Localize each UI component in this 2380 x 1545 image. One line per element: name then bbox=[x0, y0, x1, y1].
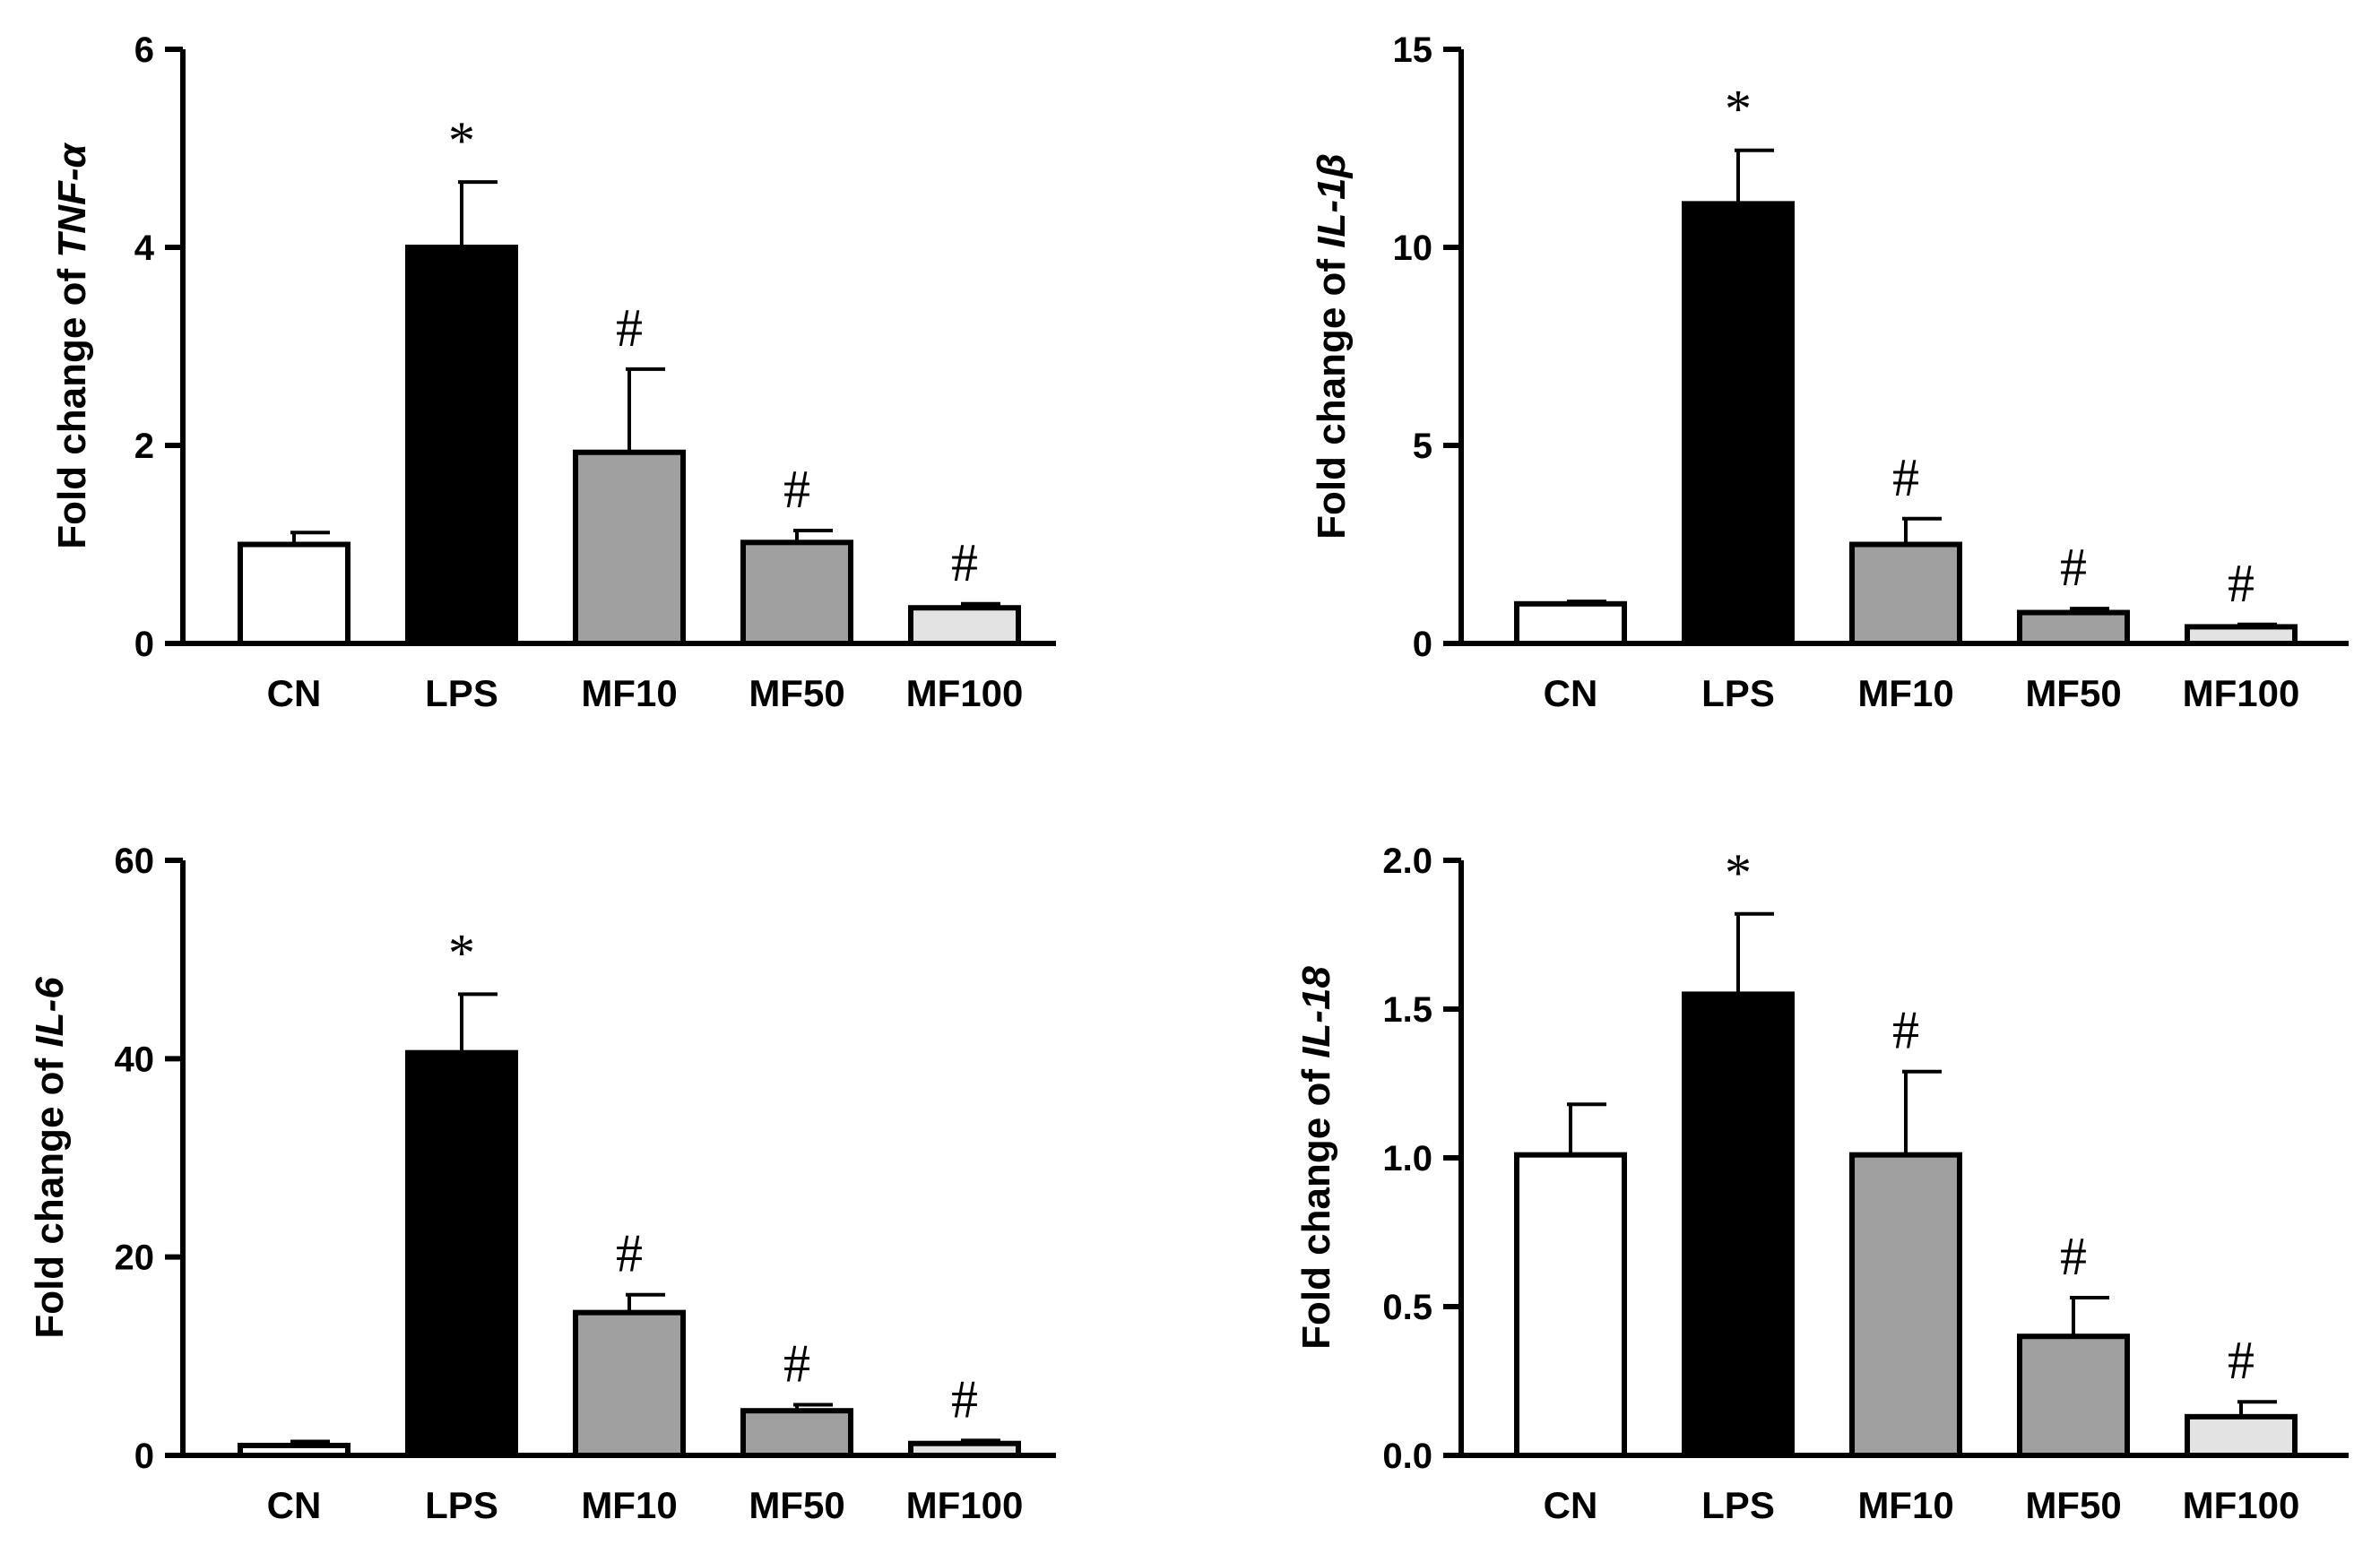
y-tick-label: 0.0 bbox=[1382, 1437, 1432, 1476]
significance-marker: # bbox=[2060, 538, 2087, 597]
bar-mf10 bbox=[1849, 541, 1962, 646]
y-tick-label: 6 bbox=[134, 30, 154, 70]
panel-tnf-alpha: 0 2 4 6 Fold change of TNF-α CN * LPS # MF10 # MF50… bbox=[50, 30, 1056, 714]
x-tick-label: MF10 bbox=[581, 1484, 677, 1526]
bar-mf100 bbox=[2185, 1413, 2298, 1458]
x-tick-label: CN bbox=[267, 672, 322, 714]
y-axis-title: Fold change of IL-1β bbox=[1310, 153, 1354, 539]
y-axis-title: Fold change of TNF-α bbox=[50, 142, 94, 548]
significance-marker: * bbox=[448, 111, 475, 170]
bar-cn bbox=[1514, 1152, 1627, 1459]
panel-il-6: 0 20 40 60 Fold change of IL-6 CN * LPS # MF10 # MF… bbox=[28, 842, 1056, 1526]
y-tick-label: 2.0 bbox=[1382, 842, 1432, 881]
x-tick-label: CN bbox=[267, 1484, 322, 1526]
significance-marker: # bbox=[951, 533, 978, 592]
y-tick-label: 5 bbox=[1413, 427, 1432, 466]
bar-mf50 bbox=[740, 539, 853, 646]
x-tick-label: MF100 bbox=[2183, 1484, 2300, 1526]
bar-cn bbox=[238, 541, 351, 646]
significance-marker: * bbox=[1725, 80, 1752, 139]
y-tick-label: 1.0 bbox=[1382, 1139, 1432, 1178]
significance-marker: # bbox=[783, 1334, 810, 1394]
x-tick-label: MF100 bbox=[906, 672, 1024, 714]
x-tick-label: MF10 bbox=[1857, 1484, 1953, 1526]
x-tick-label: MF10 bbox=[1857, 672, 1953, 714]
y-tick-label: 15 bbox=[1393, 30, 1433, 70]
bar-lps bbox=[405, 245, 518, 646]
x-tick-label: LPS bbox=[1701, 672, 1775, 714]
bar-mf100 bbox=[908, 1440, 1021, 1458]
bar-mf10 bbox=[1849, 1152, 1962, 1459]
bar-mf10 bbox=[573, 449, 686, 646]
y-tick-label: 4 bbox=[134, 229, 155, 268]
x-tick-label: MF50 bbox=[749, 1484, 844, 1526]
bar-mf50 bbox=[740, 1408, 853, 1458]
y-tick-label: 20 bbox=[115, 1239, 155, 1278]
significance-marker: # bbox=[616, 298, 643, 358]
x-tick-label: MF50 bbox=[749, 672, 844, 714]
bar-mf100 bbox=[2185, 624, 2298, 646]
significance-marker: # bbox=[2228, 554, 2255, 613]
significance-marker: # bbox=[951, 1369, 978, 1428]
bar-mf50 bbox=[2017, 609, 2130, 646]
y-tick-label: 2 bbox=[134, 427, 154, 466]
bar-cn bbox=[1514, 600, 1627, 646]
x-tick-label: MF50 bbox=[2025, 672, 2121, 714]
significance-marker: # bbox=[2228, 1331, 2255, 1390]
panel-il-1beta: 0 5 10 15 Fold change of IL-1β CN * LPS # MF10 # MF… bbox=[1310, 30, 2349, 714]
bar-mf50 bbox=[2017, 1334, 2130, 1458]
y-tick-label: 60 bbox=[115, 842, 155, 881]
significance-marker: # bbox=[2060, 1227, 2087, 1286]
y-tick-label: 40 bbox=[115, 1040, 155, 1079]
bar-cn bbox=[238, 1442, 351, 1459]
significance-marker: # bbox=[783, 460, 810, 519]
y-tick-label: 0 bbox=[1413, 625, 1432, 664]
significance-marker: # bbox=[1892, 448, 1919, 507]
bar-lps bbox=[1682, 991, 1795, 1458]
x-tick-label: LPS bbox=[1701, 1484, 1775, 1526]
x-tick-label: LPS bbox=[425, 1484, 498, 1526]
bar-mf100 bbox=[908, 605, 1021, 646]
x-tick-label: MF100 bbox=[906, 1484, 1024, 1526]
y-axis-title: Fold change of IL-18 bbox=[1294, 966, 1338, 1350]
panel-il-18: 0.0 0.5 1.0 1.5 2.0 Fold change of IL-18 CN * LP… bbox=[1294, 842, 2349, 1526]
x-tick-label: CN bbox=[1544, 1484, 1598, 1526]
x-tick-label: MF10 bbox=[581, 672, 677, 714]
y-tick-label: 0 bbox=[134, 1437, 154, 1476]
significance-marker: # bbox=[1892, 1001, 1919, 1060]
significance-marker: * bbox=[448, 923, 475, 982]
bar-lps bbox=[405, 1049, 518, 1459]
y-tick-label: 10 bbox=[1393, 229, 1433, 268]
bar-mf10 bbox=[573, 1309, 686, 1459]
x-tick-label: LPS bbox=[425, 672, 498, 714]
y-axis-title: Fold change of IL-6 bbox=[28, 977, 72, 1339]
x-tick-label: MF100 bbox=[2183, 672, 2300, 714]
y-tick-label: 1.5 bbox=[1382, 990, 1432, 1030]
y-tick-label: 0.5 bbox=[1382, 1288, 1432, 1327]
significance-marker: # bbox=[616, 1224, 643, 1283]
x-tick-label: MF50 bbox=[2025, 1484, 2121, 1526]
bar-lps bbox=[1682, 201, 1795, 646]
significance-marker: * bbox=[1725, 843, 1752, 902]
y-tick-label: 0 bbox=[134, 625, 154, 664]
x-tick-label: CN bbox=[1544, 672, 1598, 714]
